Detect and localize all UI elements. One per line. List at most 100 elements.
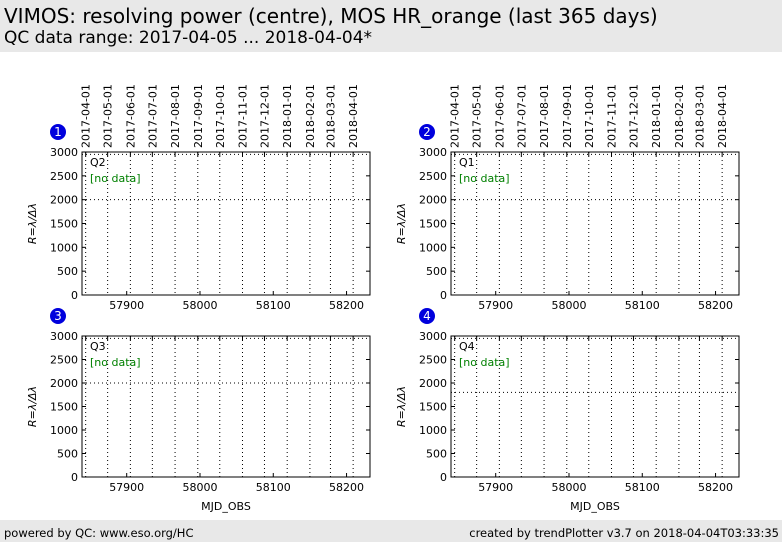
top-date-label: 2018-04-01: [716, 84, 729, 148]
chart-panel-1: 0 500 1000 1500 2000 2500 3000 57900 58000 58100 5…: [26, 84, 371, 312]
chart-panel-4: 0 500 1000 1500 2000 2500 3000 57900 58000 58100 5…: [395, 308, 740, 513]
y-tick-label: 500: [57, 265, 78, 278]
y-tick-label: 2000: [419, 194, 447, 207]
top-date-label: 2018-01-01: [281, 84, 294, 148]
footer-powered-by: powered by QC: www.eso.org/HC: [4, 526, 194, 540]
x-tick-label: 57900: [109, 481, 144, 494]
y-tick-label: 1000: [419, 424, 447, 437]
no-data-label: [no data]: [459, 356, 510, 369]
y-tick-label: 3000: [419, 330, 447, 343]
y-tick-label: 1500: [50, 218, 78, 231]
x-tick-label: 58000: [551, 299, 586, 312]
y-tick-label: 2000: [419, 377, 447, 390]
top-date-label: 2017-09-01: [561, 84, 574, 148]
y-tick-label: 1500: [419, 218, 447, 231]
no-data-label: [no data]: [90, 356, 141, 369]
y-tick-label: 0: [440, 471, 447, 484]
panel-label: Q3: [90, 340, 106, 353]
panel-badge: [419, 308, 435, 324]
x-tick-label: 57900: [478, 299, 513, 312]
x-tick-label: 58000: [551, 481, 586, 494]
footer-created-by: created by trendPlotter v3.7 on 2018-04-…: [469, 526, 779, 540]
y-tick-label: 3000: [419, 146, 447, 159]
y-axis-label: R=λ/Δλ: [26, 203, 39, 244]
top-date-label: 2018-01-01: [650, 84, 663, 148]
top-date-label: 2017-04-01: [449, 84, 462, 148]
x-tick-label: 58000: [182, 481, 217, 494]
chart-panel-2: 0 500 1000 1500 2000 2500 3000 57900 58000 58100 5…: [395, 84, 740, 312]
top-date-label: 2017-06-01: [493, 84, 506, 148]
y-tick-label: 3000: [50, 146, 78, 159]
top-date-label: 2017-11-01: [236, 84, 249, 148]
x-tick-label: 58200: [329, 481, 364, 494]
top-date-label: 2017-08-01: [538, 84, 551, 148]
top-date-label: 2017-07-01: [146, 84, 159, 148]
panel-badge: [50, 308, 66, 324]
top-date-label: 2017-10-01: [583, 84, 596, 148]
page-title: VIMOS: resolving power (centre), MOS HR_…: [4, 4, 658, 28]
panel-label: Q1: [459, 156, 475, 169]
y-tick-label: 1500: [419, 401, 447, 414]
panel-badge: [50, 124, 66, 140]
y-tick-label: 3000: [50, 330, 78, 343]
panel-badge-number: 3: [54, 309, 62, 323]
panel-label: Q2: [90, 156, 106, 169]
top-date-label: 2017-08-01: [169, 84, 182, 148]
panel-badge-number: 2: [423, 125, 431, 139]
y-tick-label: 1000: [419, 241, 447, 254]
y-tick-label: 500: [57, 448, 78, 461]
y-axis-label: R=λ/Δλ: [395, 203, 408, 244]
x-tick-label: 58200: [698, 481, 733, 494]
top-date-label: 2017-04-01: [80, 84, 93, 148]
report-header: VIMOS: resolving power (centre), MOS HR_…: [0, 0, 782, 52]
top-date-label: 2018-02-01: [304, 84, 317, 148]
y-tick-label: 0: [71, 289, 78, 302]
y-tick-label: 2000: [50, 377, 78, 390]
y-tick-label: 1000: [50, 241, 78, 254]
y-tick-label: 2000: [50, 194, 78, 207]
panel-badge: [419, 124, 435, 140]
top-date-label: 2017-11-01: [605, 84, 618, 148]
panel-badge-number: 4: [423, 309, 431, 323]
data-range-subtitle: QC data range: 2017-04-05 ... 2018-04-04…: [4, 28, 373, 48]
no-data-label: [no data]: [459, 172, 510, 185]
top-date-label: 2017-10-01: [214, 84, 227, 148]
chart-panel-3: 0 500 1000 1500 2000 2500 3000 57900 58000 58100 5…: [26, 308, 371, 513]
top-date-label: 2018-03-01: [693, 84, 706, 148]
y-tick-label: 0: [440, 289, 447, 302]
report-footer: powered by QC: www.eso.org/HC created by…: [0, 520, 782, 542]
y-axis-label: R=λ/Δλ: [395, 386, 408, 427]
x-tick-label: 58000: [182, 299, 217, 312]
top-date-label: 2017-12-01: [258, 84, 271, 148]
top-date-label: 2017-05-01: [471, 84, 484, 148]
y-tick-label: 2500: [50, 354, 78, 367]
top-date-label: 2017-07-01: [515, 84, 528, 148]
x-axis-label: MJD_OBS: [570, 500, 620, 513]
x-tick-label: 58100: [256, 481, 291, 494]
y-tick-label: 1500: [50, 401, 78, 414]
y-tick-label: 500: [426, 265, 447, 278]
x-tick-label: 57900: [478, 481, 513, 494]
x-tick-label: 58100: [256, 299, 291, 312]
y-tick-label: 0: [71, 471, 78, 484]
x-tick-label: 58100: [625, 299, 660, 312]
top-date-label: 2018-02-01: [673, 84, 686, 148]
x-tick-label: 57900: [109, 299, 144, 312]
top-date-label: 2018-04-01: [347, 84, 360, 148]
top-date-label: 2017-05-01: [102, 84, 115, 148]
y-axis-label: R=λ/Δλ: [26, 386, 39, 427]
y-tick-label: 1000: [50, 424, 78, 437]
top-date-label: 2017-12-01: [627, 84, 640, 148]
top-date-label: 2017-09-01: [192, 84, 205, 148]
y-tick-label: 2500: [419, 170, 447, 183]
x-tick-label: 58200: [329, 299, 364, 312]
panel-label: Q4: [459, 340, 475, 353]
x-axis-label: MJD_OBS: [201, 500, 251, 513]
y-tick-label: 2500: [50, 170, 78, 183]
y-tick-label: 2500: [419, 354, 447, 367]
no-data-label: [no data]: [90, 172, 141, 185]
y-tick-label: 500: [426, 448, 447, 461]
top-date-label: 2018-03-01: [324, 84, 337, 148]
panel-badge-number: 1: [54, 125, 62, 139]
